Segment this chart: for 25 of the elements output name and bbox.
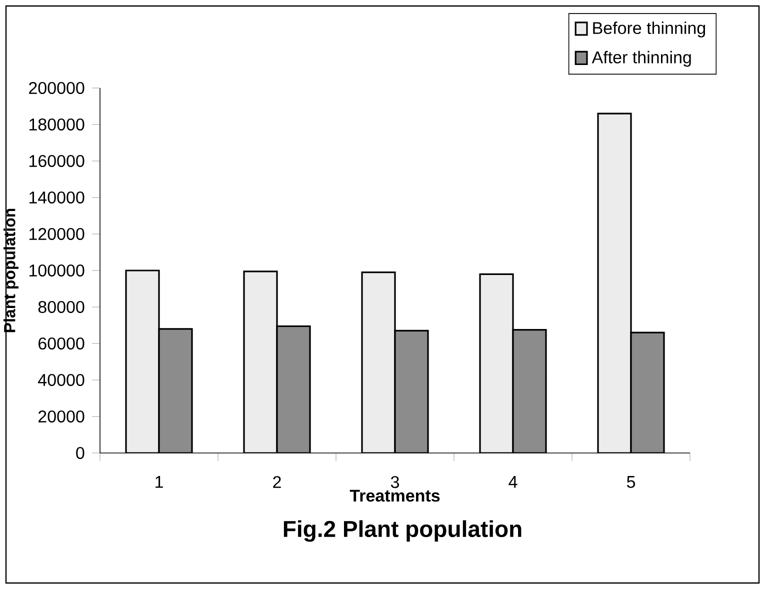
x-tick-label: 3: [390, 476, 399, 488]
bar: [394, 330, 429, 453]
y-tick-label: 160000: [29, 154, 84, 168]
y-tick-label: 100000: [29, 264, 84, 277]
x-tick-label: 4: [508, 476, 518, 488]
y-tick-label: 80000: [38, 300, 84, 314]
y-tick-label: 140000: [29, 191, 84, 204]
bar: [512, 329, 547, 453]
y-tick-label: 0: [76, 446, 84, 460]
y-tick-label: 200000: [29, 82, 84, 94]
legend-label: Before thinning: [593, 22, 706, 38]
legend-label: After thinning: [592, 50, 691, 67]
bar: [630, 332, 665, 453]
x-tick-label: 1: [156, 476, 163, 488]
x-axis-title: Treatments: [350, 490, 440, 502]
text: Fig.2 Plant population: [284, 520, 522, 542]
y-tick-label: 120000: [29, 228, 84, 240]
bar: [276, 325, 311, 453]
x-tick-label: 5: [626, 476, 636, 488]
y-tick-label: 180000: [29, 118, 84, 131]
x-tick-label: 2: [273, 476, 281, 488]
bar: [158, 328, 193, 453]
y-tick-label: 60000: [38, 337, 84, 350]
y-tick-label: 20000: [38, 410, 84, 423]
y-tick-label: 40000: [38, 374, 84, 386]
